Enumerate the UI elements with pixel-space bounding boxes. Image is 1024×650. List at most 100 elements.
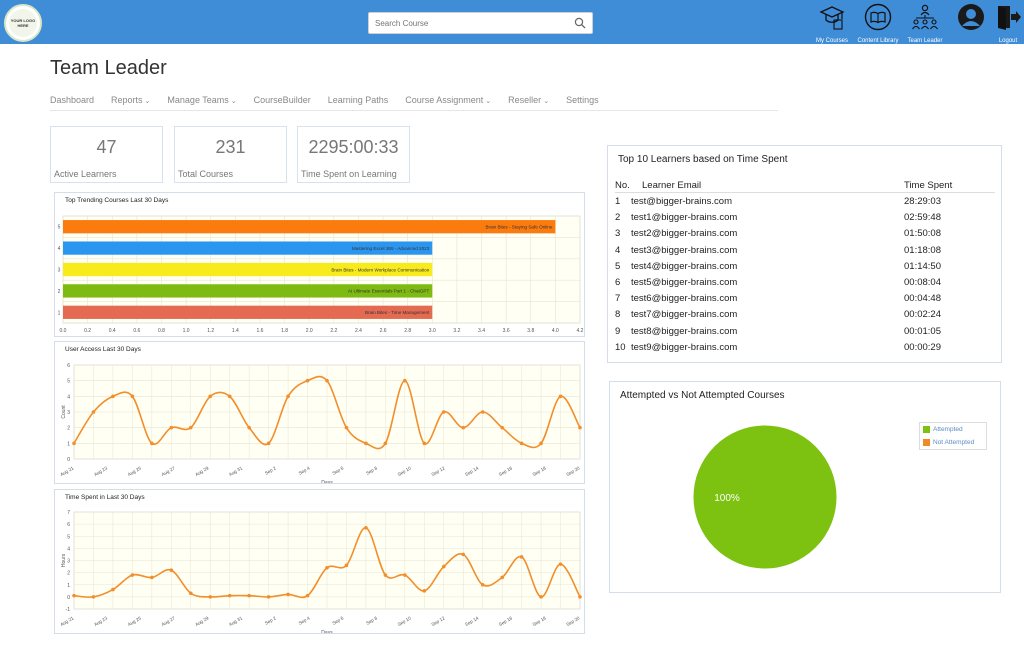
x-tick-label: Sep 18: [532, 465, 547, 477]
data-point: [150, 441, 154, 446]
tab-settings[interactable]: Settings: [566, 95, 599, 110]
data-point: [383, 441, 388, 446]
data-point: [364, 525, 368, 530]
legend-swatch: [923, 426, 930, 433]
x-tick-label: Aug 29: [194, 615, 209, 627]
trending-courses-chart: 0.0 0.2 0.4 0.6 0.8 1.0 1.2 1.4 1.6 1.8 2.0 2.2 2.4 2…: [58, 215, 584, 334]
stat-card-total-courses: 231 Total Courses: [174, 126, 287, 183]
x-axis-label: Days: [321, 480, 333, 483]
chevron-down-icon: ⌄: [485, 98, 492, 105]
data-point: [344, 563, 349, 568]
company-logo[interactable]: YOUR LOGO HERE: [4, 4, 42, 42]
data-point: [441, 410, 446, 414]
bar-label: Mastering Excel 365 - Advanced 2023: [352, 246, 430, 251]
data-point: [266, 595, 271, 599]
tab-reports[interactable]: Reports ⌄: [111, 95, 150, 110]
row-number: 1: [615, 196, 621, 207]
tab-coursebuilder-label: CourseBuilder: [253, 95, 311, 105]
y-tick-label: 4: [67, 394, 70, 400]
tab-reports-label: Reports: [111, 95, 143, 105]
time-spent-panel: Time Spent in Last 30 Days -1 0 1 2 3 4 5 6 7 Aug…: [54, 489, 585, 634]
x-tick-label: Aug 21: [59, 465, 74, 477]
x-axis-label: Days: [321, 630, 333, 633]
data-point: [208, 595, 213, 599]
time-spent: 00:02:24: [904, 309, 941, 321]
tab-coursebuilder[interactable]: CourseBuilder: [254, 95, 311, 110]
x-tick-label: 4.0: [552, 328, 559, 334]
stat-label: Time Spent on Learning: [301, 169, 397, 179]
stat-card-time-spent: 2295:00:33 Time Spent on Learning: [297, 126, 410, 183]
nav-content-library[interactable]: Content Library: [854, 3, 902, 44]
table-row: 7 test6@bigger-brains.com 00:04:48: [608, 293, 1001, 309]
x-tick-label: 0.6: [133, 328, 140, 334]
data-point: [500, 575, 504, 580]
legend-item-attempted[interactable]: Attempted: [923, 426, 963, 433]
chart-title: Top Trending Courses Last 30 Days: [65, 197, 169, 204]
x-tick-label: 2.4: [355, 328, 362, 334]
data-point: [519, 555, 524, 559]
learner-email: test6@bigger-brains.com: [631, 293, 738, 305]
x-tick-label: 4.2: [577, 328, 584, 334]
legend-label: Attempted: [933, 426, 963, 434]
x-tick-label: 1.4: [232, 328, 239, 334]
table-row: 2 test1@bigger-brains.com 02:59:48: [608, 212, 1001, 228]
row-number: 2: [615, 212, 621, 224]
data-point: [403, 573, 407, 577]
bar-label: Brain Bites - Staying Safe Online: [485, 225, 552, 230]
tab-reseller[interactable]: Reseller ⌄: [508, 95, 549, 110]
data-point: [325, 378, 329, 383]
data-point: [305, 593, 310, 598]
x-tick-label: Aug 25: [127, 465, 142, 477]
learner-email: test7@bigger-brains.com: [631, 309, 738, 321]
bar-label: Brain Bites - Time Management: [365, 310, 430, 315]
nav-my-courses[interactable]: My Courses: [813, 3, 851, 44]
data-point: [247, 425, 251, 430]
data-point: [539, 595, 543, 599]
nav-user-profile[interactable]: [956, 3, 986, 36]
stat-value: 231: [215, 137, 246, 157]
tab-course-assignment[interactable]: Course Assignment ⌄: [405, 95, 491, 110]
tab-manage-teams[interactable]: Manage Teams ⌄: [167, 95, 236, 110]
learner-email: test9@bigger-brains.com: [631, 341, 738, 353]
time-spent: 02:59:48: [904, 212, 941, 224]
stat-value: 2295:00:33: [308, 137, 399, 157]
learner-email: test5@bigger-brains.com: [631, 277, 738, 288]
legend-item-not-attempted[interactable]: Not Attempted: [923, 439, 974, 446]
column-header-time: Time Spent: [904, 180, 953, 191]
data-point: [169, 568, 174, 572]
x-tick-label: Sep 8: [365, 465, 378, 476]
table-row: 1 test@bigger-brains.com 28:29:03: [608, 196, 1001, 212]
nav-logout[interactable]: Logout: [994, 3, 1022, 44]
y-tick-label: 5: [67, 379, 70, 385]
data-point: [461, 552, 466, 557]
learner-email: test8@bigger-brains.com: [631, 325, 738, 337]
user-avatar-icon: [958, 4, 984, 30]
main-tabs: Dashboard Reports ⌄ Manage Teams ⌄ CourseB…: [50, 95, 778, 111]
data-point: [364, 441, 368, 446]
tab-course-assignment-label: Course Assignment: [405, 95, 484, 105]
x-tick-label: Sep 2: [264, 615, 277, 626]
tab-settings-label: Settings: [566, 95, 599, 105]
chart-title: Attempted vs Not Attempted Courses: [620, 390, 785, 401]
x-tick-label: Sep 2: [264, 465, 277, 476]
learner-email: test1@bigger-brains.com: [631, 212, 738, 224]
search-box: [368, 12, 593, 34]
time-spent: 00:00:29: [904, 341, 941, 353]
y-axis-label: Hours: [61, 553, 67, 567]
table-row: 8 test7@bigger-brains.com 00:02:24: [608, 309, 1001, 325]
x-tick-label: Sep 10: [397, 615, 412, 627]
y-tick-label: 3: [67, 410, 70, 416]
nav-team-leader[interactable]: Team Leader: [905, 3, 945, 44]
y-tick-label: -1: [66, 607, 71, 613]
x-tick-label: 2.0: [306, 328, 313, 334]
data-point: [227, 593, 232, 598]
y-tick-label: 6: [67, 363, 70, 369]
bar: [63, 305, 433, 319]
tab-dashboard[interactable]: Dashboard: [50, 95, 94, 110]
search-input[interactable]: [375, 13, 565, 34]
tab-learning-paths[interactable]: Learning Paths: [328, 95, 389, 110]
search-icon[interactable]: [574, 17, 586, 29]
x-tick-label: 2.6: [380, 328, 387, 334]
time-spent: 01:50:08: [904, 228, 941, 240]
chevron-down-icon: ⌄: [230, 98, 237, 105]
